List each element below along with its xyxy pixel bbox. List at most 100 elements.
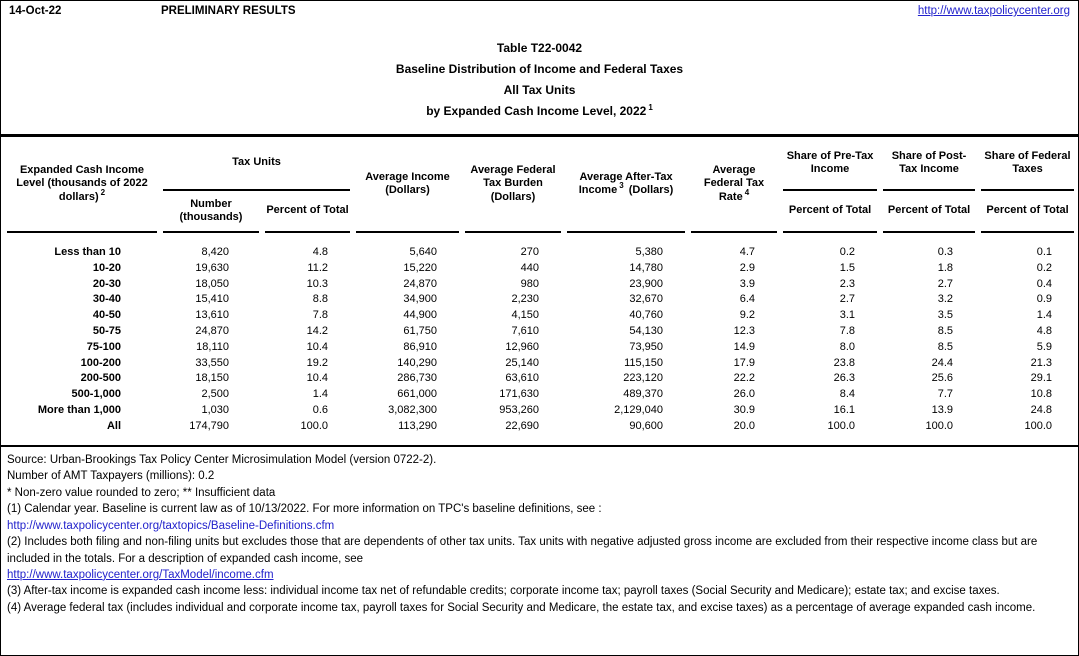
cell-share-of-federal-taxes-percent: 0.1 (1036, 246, 1053, 258)
cell-share-of-post-tax-income-percent: 0.3 (937, 246, 954, 258)
col-header-percent-of-total-federal-taxes: Percent of Total (981, 191, 1075, 233)
cell-tax-units-number-thousands: 18,050 (195, 277, 229, 290)
table-body: Less than 10 8,420 4.8 5,640 270 5,380 4.7 0.2 0… (7, 233, 1074, 445)
cell-average-after-tax-income-dollars: 489,370 (623, 388, 664, 401)
cell-share-of-pre-tax-income-percent: 1.5 (839, 261, 856, 274)
header-top-rule (1, 134, 1078, 137)
cell-tax-units-percent-of-total: 19.2 (306, 356, 329, 369)
cell-share-of-federal-taxes-percent: 4.8 (1036, 324, 1053, 337)
footnote-1: (1) Calendar year. Baseline is current l… (7, 503, 602, 516)
row-label-income-level: 20-30 (92, 277, 121, 290)
cell-tax-units-percent-of-total: 14.2 (306, 324, 329, 337)
cell-average-after-tax-income-dollars: 14,780 (629, 261, 664, 274)
cell-average-income-dollars: 24,870 (403, 277, 438, 290)
row-label-income-level: All (106, 419, 121, 432)
cell-share-of-federal-taxes-percent: 1.4 (1036, 309, 1053, 322)
cell-share-of-federal-taxes-percent: 100.0 (1024, 419, 1053, 432)
cell-share-of-pre-tax-income-percent: 8.4 (839, 388, 856, 401)
cell-tax-units-percent-of-total: 4.8 (312, 246, 329, 258)
cell-share-of-pre-tax-income-percent: 26.3 (833, 372, 856, 385)
col-header-percent-of-total-tax-units: Percent of Total (265, 191, 351, 233)
cell-share-of-post-tax-income-percent: 8.5 (937, 340, 954, 353)
col-group-header-share-post-tax-income: Share of Post-Tax Income (883, 137, 976, 191)
cell-tax-units-percent-of-total: 1.4 (312, 388, 329, 401)
cell-share-of-federal-taxes-percent: 24.8 (1030, 403, 1053, 416)
cell-average-federal-tax-rate: 20.0 (733, 419, 756, 432)
cell-average-income-dollars: 5,640 (409, 246, 438, 258)
row-label-income-level: 30-40 (92, 293, 121, 306)
cell-tax-units-number-thousands: 1,030 (201, 403, 229, 416)
col-header-average-federal-tax-burden: Average Federal Tax Burden (Dollars) (465, 137, 562, 233)
cell-average-federal-tax-rate: 2.9 (739, 261, 756, 274)
footnote-ref-2: 2 (100, 188, 106, 198)
preliminary-results-label: PRELIMINARY RESULTS (161, 5, 296, 17)
cell-average-federal-tax-burden-dollars: 2,230 (511, 293, 540, 306)
col-header-percent-of-total-post-tax: Percent of Total (883, 191, 976, 233)
taxpolicycenter-home-link[interactable]: http://www.taxpolicycenter.org (917, 5, 1070, 17)
cell-share-of-post-tax-income-percent: 25.6 (931, 372, 954, 385)
cell-average-income-dollars: 661,000 (397, 388, 438, 401)
table-row: 20-30 18,050 10.3 24,870 980 23,900 3.9 2.3 2.7 0… (7, 277, 1074, 293)
row-label-income-level: More than 1,000 (37, 403, 121, 416)
cell-average-federal-tax-rate: 22.2 (733, 372, 756, 385)
table-row: All 174,790 100.0 113,290 22,690 90,600 20.0 10… (7, 419, 1074, 445)
report-date: 14-Oct-22 (9, 5, 62, 17)
cell-average-federal-tax-rate: 17.9 (733, 356, 756, 369)
source-note: Source: Urban-Brookings Tax Policy Cente… (7, 454, 437, 467)
cell-share-of-federal-taxes-percent: 0.9 (1036, 293, 1053, 306)
cell-tax-units-percent-of-total: 10.4 (306, 372, 329, 385)
cell-average-federal-tax-burden-dollars: 63,610 (505, 372, 540, 385)
col-header-average-federal-tax-rate: Average Federal Tax Rate 4 (691, 137, 778, 233)
cell-average-federal-tax-burden-dollars: 171,630 (499, 388, 540, 401)
cell-tax-units-number-thousands: 13,610 (195, 309, 229, 322)
footnotes: Source: Urban-Brookings Tax Policy Cente… (1, 447, 1078, 616)
row-label-income-level: 100-200 (80, 356, 121, 369)
cell-share-of-pre-tax-income-percent: 2.3 (839, 277, 856, 290)
cell-average-federal-tax-burden-dollars: 980 (520, 277, 540, 290)
cell-tax-units-percent-of-total: 11.2 (307, 261, 329, 274)
table-number-title: Table T22-0042 (496, 41, 583, 55)
cell-share-of-federal-taxes-percent: 10.8 (1030, 388, 1053, 401)
col-header-average-after-tax-income: Average After-Tax Income 3 (Dollars) (567, 137, 686, 233)
distribution-table: Expanded Cash Income Level (thousands of… (1, 137, 1078, 445)
cell-share-of-pre-tax-income-percent: 23.8 (833, 356, 856, 369)
cell-tax-units-percent-of-total: 8.8 (312, 293, 329, 306)
table-row: 100-200 33,550 19.2 140,290 25,140 115,150 17.… (7, 356, 1074, 372)
cell-average-federal-tax-rate: 3.9 (739, 277, 756, 290)
cell-share-of-pre-tax-income-percent: 16.1 (833, 403, 856, 416)
cell-average-income-dollars: 113,290 (398, 419, 438, 432)
footnote-ref-3: 3 (619, 181, 624, 191)
cell-average-after-tax-income-dollars: 90,600 (629, 419, 664, 432)
col-header-expanded-cash-income: Expanded Cash Income Level (thousands of… (7, 137, 157, 233)
cell-share-of-federal-taxes-percent: 5.9 (1036, 340, 1053, 353)
col-group-header-share-federal-taxes: Share of Federal Taxes (981, 137, 1075, 191)
table-row: 50-75 24,870 14.2 61,750 7,610 54,130 12.3 7.8 8… (7, 324, 1074, 340)
cell-average-federal-tax-burden-dollars: 22,690 (505, 419, 540, 432)
col-header-percent-of-total-pre-tax: Percent of Total (783, 191, 878, 233)
rounding-note: * Non-zero value rounded to zero; ** Ins… (7, 486, 276, 499)
cell-average-income-dollars: 61,750 (403, 324, 438, 337)
cell-average-after-tax-income-dollars: 73,950 (629, 340, 664, 353)
cell-average-income-dollars: 3,082,300 (388, 403, 438, 416)
footnote-ref-1: 1 (648, 103, 653, 112)
table-row: More than 1,000 1,030 0.6 3,082,300 953,260 2… (7, 403, 1074, 419)
cell-share-of-post-tax-income-percent: 24.4 (931, 356, 954, 369)
footnote-4: (4) Average federal tax (includes indivi… (7, 601, 1036, 614)
expanded-cash-income-link[interactable]: http://www.taxpolicycenter.org/TaxModel/… (7, 568, 274, 581)
cell-average-after-tax-income-dollars: 40,760 (629, 309, 664, 322)
cell-tax-units-number-thousands: 18,110 (196, 340, 229, 353)
col-header-number-thousands: Number (thousands) (163, 191, 259, 233)
cell-share-of-pre-tax-income-percent: 0.2 (839, 246, 856, 258)
cell-average-federal-tax-burden-dollars: 25,140 (505, 356, 540, 369)
cell-average-federal-tax-burden-dollars: 4,150 (511, 309, 540, 322)
cell-share-of-federal-taxes-percent: 0.2 (1036, 261, 1053, 274)
cell-tax-units-number-thousands: 8,420 (201, 246, 229, 258)
cell-average-income-dollars: 15,220 (403, 261, 438, 274)
row-label-income-level: 75-100 (86, 340, 121, 353)
cell-tax-units-number-thousands: 15,410 (195, 293, 229, 306)
cell-average-income-dollars: 286,730 (397, 372, 438, 385)
baseline-definitions-link[interactable]: http://www.taxpolicycenter.org/taxtopics… (7, 519, 335, 532)
table-row: Less than 10 8,420 4.8 5,640 270 5,380 4.7 0.2 0… (7, 233, 1074, 261)
cell-average-federal-tax-burden-dollars: 270 (520, 246, 540, 258)
col-group-header-share-pre-tax-income: Share of Pre-Tax Income (783, 137, 878, 191)
